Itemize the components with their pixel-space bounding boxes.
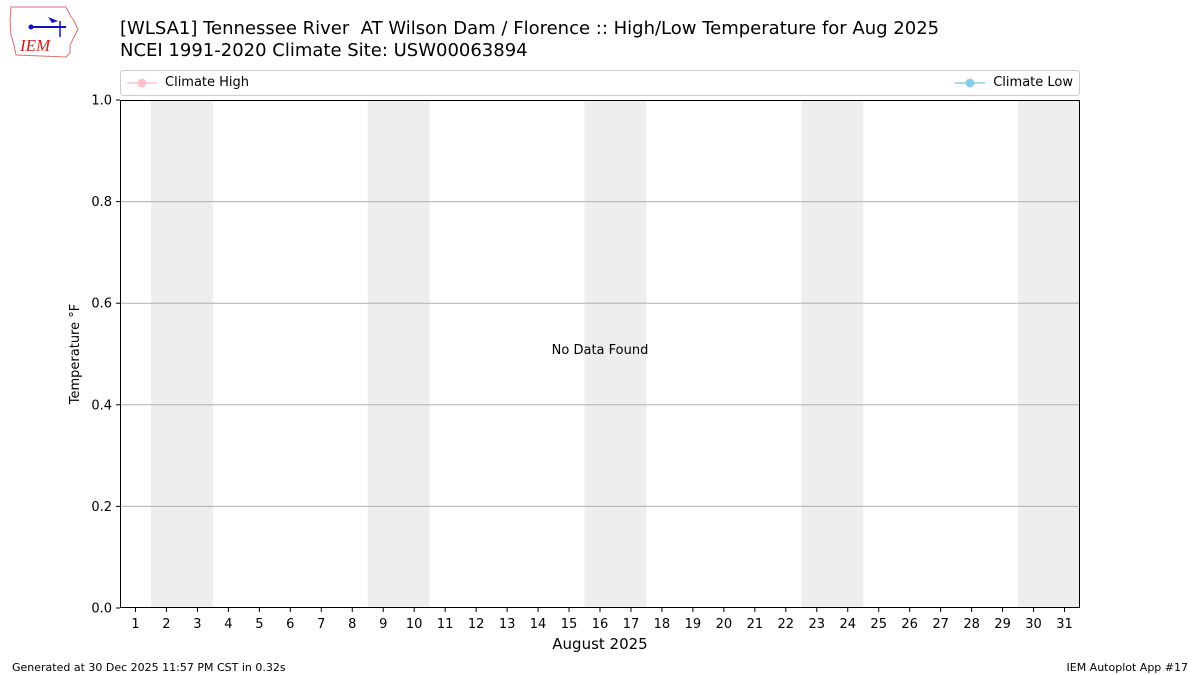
x-tick-label: 24: [839, 617, 856, 632]
x-tick-label: 7: [317, 617, 325, 632]
iem-logo: IEM: [9, 6, 79, 58]
footer-generated: Generated at 30 Dec 2025 11:57 PM CST in…: [12, 661, 286, 674]
legend-label-high: Climate High: [165, 75, 250, 90]
y-tick-label: 0.6: [91, 297, 112, 312]
x-tick-label: 16: [592, 617, 609, 632]
y-tick-label: 0.8: [91, 195, 112, 210]
x-tick-label: 14: [530, 617, 547, 632]
x-tick-label: 29: [994, 617, 1011, 632]
weekend-band: [801, 100, 864, 608]
weekend-band: [584, 100, 647, 608]
x-tick-label: 9: [379, 617, 387, 632]
x-tick-label: 26: [901, 617, 918, 632]
x-axis-label: August 2025: [552, 635, 647, 653]
x-tick-label: 17: [623, 617, 640, 632]
x-tick-label: 31: [1056, 617, 1073, 632]
x-tick-label: 30: [1025, 617, 1042, 632]
legend-label-low: Climate Low: [993, 75, 1073, 90]
axes-frame: [120, 100, 1080, 608]
no-data-annotation: No Data Found: [552, 343, 649, 358]
x-tick-label: 27: [932, 617, 949, 632]
x-tick-label: 23: [809, 617, 826, 632]
x-tick-label: 28: [963, 617, 980, 632]
y-axis-label: Temperature °F: [68, 304, 83, 405]
y-tick-label: 0.0: [91, 602, 112, 617]
x-tick-label: 5: [255, 617, 263, 632]
x-tick-label: 12: [468, 617, 485, 632]
weekend-band: [150, 100, 213, 608]
x-tick-label: 18: [654, 617, 671, 632]
legend-item-climate-low: Climate Low: [955, 75, 1073, 90]
x-tick-label: 4: [224, 617, 232, 632]
x-tick-label: 19: [685, 617, 702, 632]
legend-item-climate-high: Climate High: [127, 75, 249, 90]
x-tick-label: 2: [162, 617, 170, 632]
x-tick-label: 15: [561, 617, 578, 632]
weekend-band: [367, 100, 430, 608]
svg-text:IEM: IEM: [19, 36, 51, 55]
chart-subtitle: NCEI 1991-2020 Climate Site: USW00063894: [120, 40, 528, 61]
x-tick-label: 20: [716, 617, 733, 632]
x-tick-label: 13: [499, 617, 516, 632]
x-tick-label: 25: [870, 617, 887, 632]
y-tick-label: 1.0: [91, 94, 112, 109]
x-tick-label: 22: [778, 617, 795, 632]
legend: Climate High Climate Low: [120, 70, 1080, 96]
x-tick-label: 11: [437, 617, 454, 632]
x-tick-label: 6: [286, 617, 294, 632]
legend-marker-low: [955, 78, 986, 87]
legend-marker-high: [127, 78, 157, 87]
chart-title: [WLSA1] Tennessee River AT Wilson Dam / …: [120, 18, 940, 39]
y-tick-label: 0.4: [91, 398, 112, 413]
x-tick-label: 1: [131, 617, 139, 632]
x-tick-label: 10: [406, 617, 423, 632]
x-tick-label: 3: [193, 617, 201, 632]
x-tick-label: 8: [348, 617, 356, 632]
y-tick-label: 0.2: [91, 500, 112, 515]
footer-app: IEM Autoplot App #17: [1066, 661, 1189, 674]
weekend-band: [1018, 100, 1080, 608]
x-tick-label: 21: [747, 617, 764, 632]
